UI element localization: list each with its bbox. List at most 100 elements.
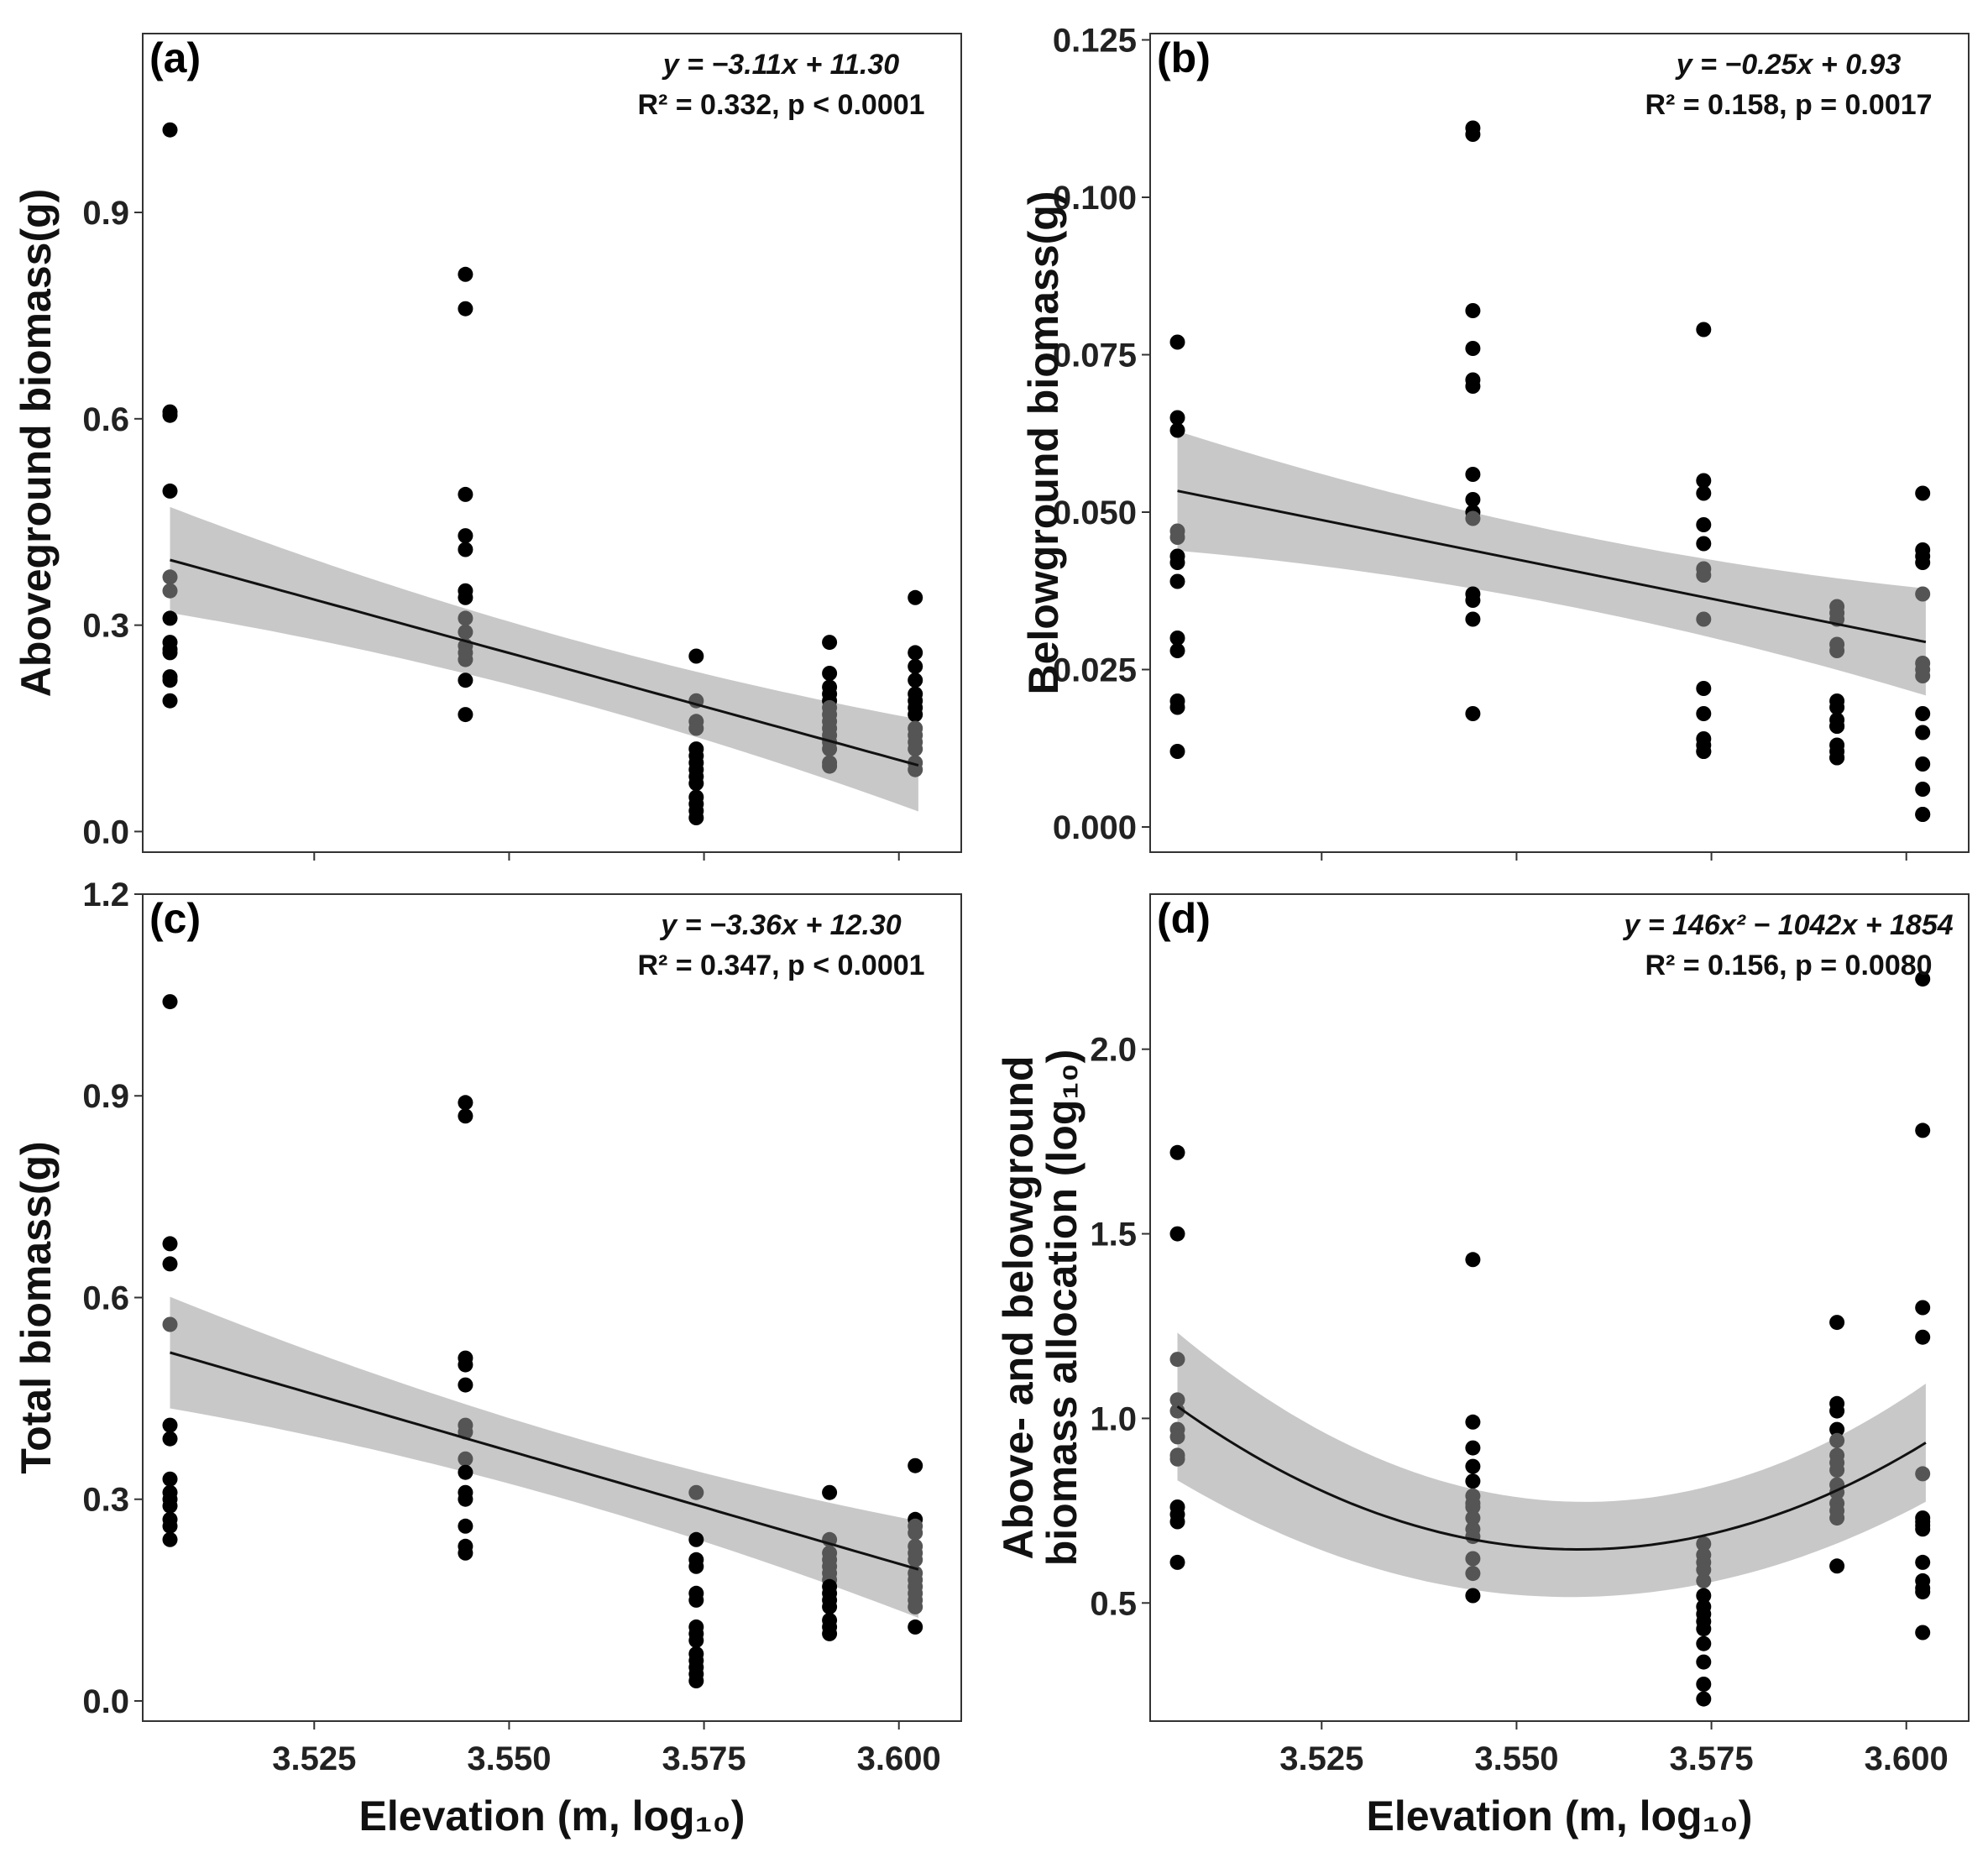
x-tick-label: 3.525 (272, 1740, 356, 1777)
y-tick-label: 1.2 (82, 877, 129, 913)
data-point-52 (822, 1599, 838, 1614)
fit-line (170, 558, 919, 767)
data-point-1 (162, 122, 178, 138)
data-point-3 (162, 1256, 178, 1272)
y-tick-label: 0.000 (1053, 809, 1137, 846)
data-point-46 (1829, 643, 1845, 658)
data-point-58 (908, 658, 923, 674)
data-point-21 (458, 1451, 473, 1467)
regression-equation: y = 146x² − 1042x + 1854 (1622, 909, 1953, 941)
data-point-68 (908, 1599, 923, 1614)
y-tick-label: 0.050 (1053, 495, 1137, 531)
data-point-33 (688, 1592, 704, 1608)
confidence-band (170, 1296, 918, 1618)
data-point-1 (1169, 334, 1185, 350)
data-point-12 (1169, 1514, 1185, 1530)
panel-label: (a) (149, 34, 201, 81)
data-point-25 (458, 652, 473, 667)
data-point-35 (1696, 611, 1712, 627)
data-point-21 (1465, 1499, 1481, 1515)
confidence-band (170, 506, 918, 812)
data-point-64 (1915, 1521, 1931, 1537)
data-point-22 (1465, 1510, 1481, 1526)
data-point-4 (162, 1316, 178, 1332)
x-tick-label: 3.525 (1279, 1740, 1363, 1777)
data-point-56 (908, 589, 923, 605)
data-point-31 (1696, 1562, 1712, 1578)
data-point-24 (458, 1491, 473, 1507)
data-point-55 (1829, 750, 1845, 766)
data-point-10 (162, 645, 178, 661)
data-point-18 (458, 542, 473, 557)
data-point-44 (1829, 1403, 1845, 1419)
data-point-36 (688, 1632, 704, 1648)
data-point-34 (1696, 568, 1712, 583)
x-tick-label: 3.575 (662, 1740, 746, 1777)
data-point-7 (1169, 555, 1185, 570)
data-point-41 (688, 810, 704, 825)
data-point-8 (1169, 573, 1185, 589)
data-point-31 (688, 720, 704, 736)
data-point-33 (1696, 1588, 1712, 1604)
data-point-56 (1915, 485, 1931, 501)
regression-stats: R² = 0.158, p = 0.0017 (1645, 89, 1932, 121)
data-point-20 (458, 589, 473, 605)
data-point-25 (1465, 593, 1481, 608)
data-point-19 (1465, 379, 1481, 394)
data-point-18 (1465, 1473, 1481, 1489)
data-point-69 (908, 761, 923, 777)
data-point-24 (1465, 1529, 1481, 1545)
data-point-15 (458, 1108, 473, 1124)
y-tick-label: 0.3 (82, 608, 129, 645)
data-point-12 (162, 672, 178, 688)
data-point-41 (1696, 744, 1712, 759)
data-point-65 (1915, 1554, 1931, 1570)
data-point-1 (1169, 1144, 1185, 1160)
y-tick-label: 1.5 (1090, 1217, 1137, 1253)
data-point-27 (1465, 1588, 1481, 1604)
data-point-23 (1465, 510, 1481, 526)
panel-b: 0.000 0.025 0.050 0.075 0.100 0.125 (b) y = −0.… (1020, 23, 1970, 861)
data-point-42 (1829, 1315, 1845, 1331)
data-point-17 (1465, 1458, 1481, 1474)
data-point-67 (908, 741, 923, 757)
data-point-22 (458, 624, 473, 640)
data-point-5 (1169, 530, 1185, 545)
y-tick-label: 0.0 (82, 1683, 129, 1720)
data-point-13 (1169, 744, 1185, 759)
data-point-60 (1915, 586, 1931, 602)
data-point-25 (1465, 1551, 1481, 1567)
data-point-63 (1915, 668, 1931, 683)
data-point-29 (688, 1531, 704, 1547)
data-point-7 (162, 610, 178, 626)
data-point-54 (1829, 1510, 1845, 1526)
y-tick-label: 0.9 (82, 195, 129, 232)
y-tick-label: 0.075 (1053, 338, 1137, 374)
regression-equation: y = −3.36x + 12.30 (659, 909, 902, 941)
data-point-13 (162, 1531, 178, 1547)
data-point-20 (1465, 467, 1481, 482)
panel-label: (d) (1157, 895, 1211, 942)
data-point-2 (1169, 1226, 1185, 1242)
y-tick-label: 0.3 (82, 1482, 129, 1519)
x-tick-label: 3.600 (857, 1740, 941, 1777)
data-point-9 (1169, 631, 1185, 646)
data-point-26 (458, 672, 473, 688)
data-point-45 (1829, 1421, 1845, 1437)
panel-label: (c) (149, 895, 201, 942)
data-point-66 (1915, 756, 1931, 772)
x-axis-title: Elevation (m, log₁₀) (1367, 1792, 1753, 1839)
data-point-37 (1696, 1621, 1712, 1637)
data-point-55 (822, 758, 838, 774)
data-point-30 (1696, 485, 1712, 501)
data-point-55 (1829, 1558, 1845, 1574)
y-tick-label: 0.6 (82, 1280, 129, 1316)
data-point-53 (822, 741, 838, 757)
data-point-69 (1915, 807, 1931, 822)
data-point-15 (458, 301, 473, 317)
data-point-16 (1465, 1440, 1481, 1456)
data-point-3 (1169, 422, 1185, 438)
data-point-16 (458, 486, 473, 502)
data-point-3 (162, 407, 178, 423)
data-point-32 (1696, 1573, 1712, 1588)
